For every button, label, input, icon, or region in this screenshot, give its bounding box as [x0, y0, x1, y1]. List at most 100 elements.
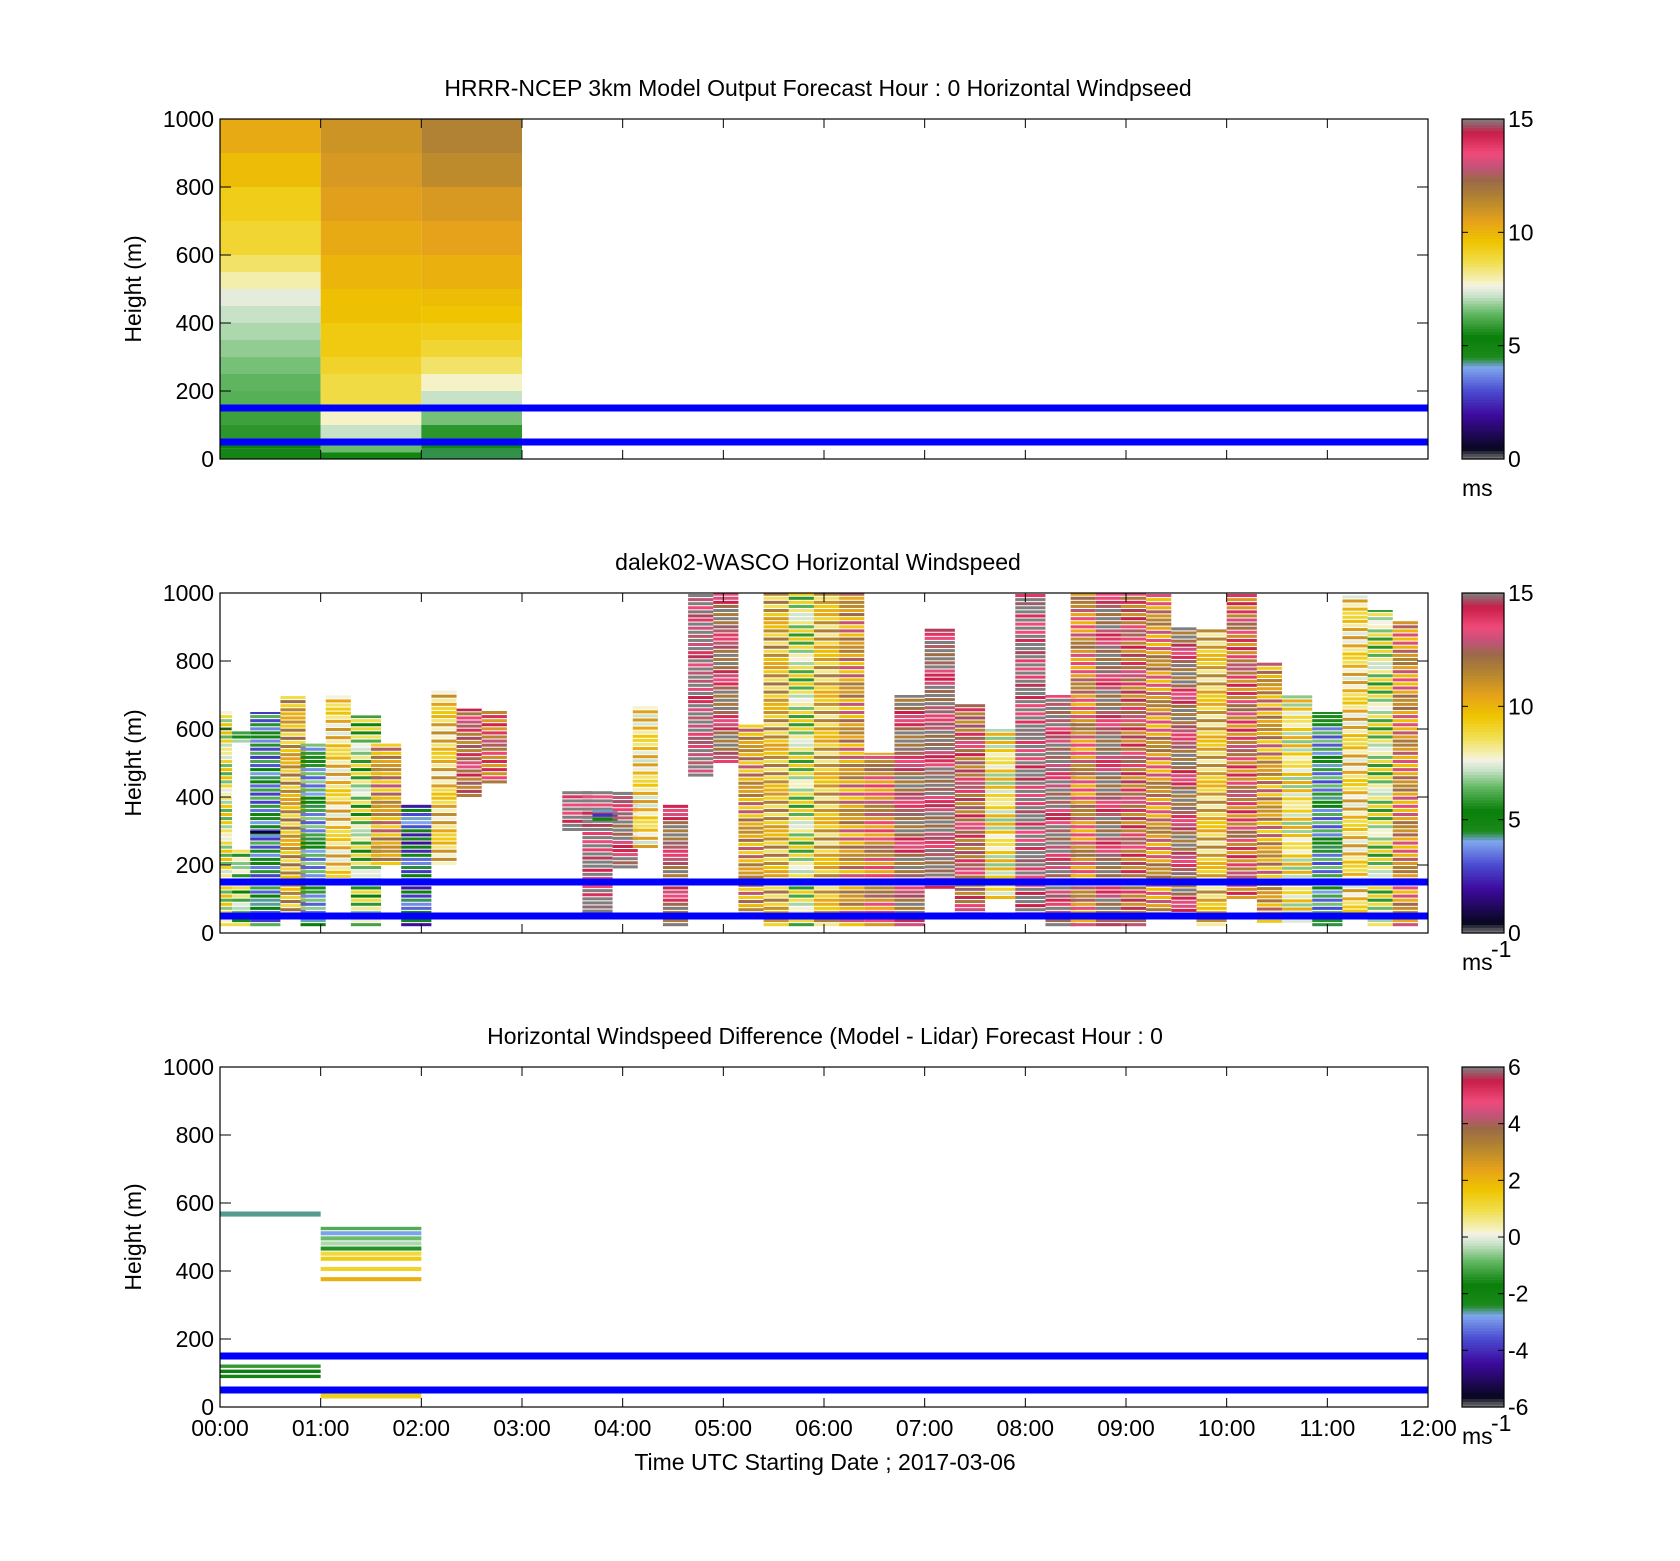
heatmap-cell	[688, 647, 714, 651]
heatmap-cell	[1256, 683, 1283, 687]
heatmap-cell	[1367, 866, 1393, 870]
heatmap-cell	[1171, 778, 1197, 782]
heatmap-cell	[1146, 642, 1172, 647]
heatmap-cell	[688, 651, 714, 655]
heatmap-cell	[738, 855, 764, 859]
heatmap-cell	[1045, 710, 1076, 715]
heatmap-cell	[250, 780, 281, 784]
heatmap-cell	[1226, 634, 1257, 638]
heatmap-cell	[1226, 732, 1257, 736]
colorbar-swatch	[1462, 1293, 1504, 1298]
heatmap-cell	[1256, 756, 1283, 760]
heatmap-cell	[1226, 818, 1257, 822]
heatmap-cell	[1367, 829, 1393, 833]
heatmap-cell	[220, 710, 233, 715]
heatmap-cell	[1342, 689, 1368, 693]
heatmap-cell	[924, 763, 955, 767]
heatmap-cell	[954, 781, 986, 785]
heatmap-cell	[954, 834, 986, 838]
colorbar-swatch	[1462, 1123, 1504, 1128]
heatmap-cell	[1120, 637, 1147, 641]
heatmap-cell	[1045, 776, 1076, 780]
heatmap-cell	[713, 735, 739, 739]
heatmap-cell	[1070, 641, 1096, 645]
heatmap-cell	[431, 768, 457, 772]
heatmap-cell	[864, 886, 895, 890]
heatmap-cell	[1095, 796, 1121, 800]
heatmap-cell	[985, 867, 1016, 871]
heatmap-cell	[1226, 618, 1257, 622]
heatmap-cell	[894, 849, 925, 853]
colorbar-swatch	[1462, 416, 1504, 420]
heatmap-cell	[1171, 802, 1197, 806]
heatmap-cell	[1015, 602, 1046, 606]
colorbar-swatch	[1462, 1160, 1504, 1164]
heatmap-cell	[1226, 708, 1257, 712]
heatmap-cell	[1342, 787, 1368, 791]
heatmap-cell	[1392, 690, 1418, 694]
heatmap-cell	[1146, 814, 1172, 818]
heatmap-cell	[1367, 662, 1393, 666]
heatmap-cell	[220, 825, 233, 829]
heatmap-cell	[1120, 825, 1147, 829]
heatmap-cell	[1070, 919, 1096, 923]
heatmap-cell	[1196, 906, 1227, 910]
colorbar-swatch	[1462, 884, 1504, 889]
heatmap-cell	[320, 153, 422, 187]
heatmap-cell	[1120, 764, 1147, 768]
heatmap-cell	[1342, 770, 1368, 774]
heatmap-cell	[738, 818, 764, 822]
heatmap-cell	[1171, 876, 1197, 880]
colorbar-swatch	[1462, 252, 1504, 256]
heatmap-cell	[1282, 903, 1313, 907]
heatmap-cell	[1045, 800, 1076, 804]
heatmap-cell	[662, 870, 689, 874]
heatmap-cell	[1226, 724, 1257, 728]
heatmap-cell	[1171, 696, 1197, 700]
heatmap-cell	[763, 723, 789, 727]
heatmap-cell	[1342, 595, 1368, 599]
heatmap-cell	[1226, 720, 1257, 724]
heatmap-cell	[839, 796, 865, 800]
colorbar-swatch	[1462, 272, 1504, 276]
heatmap-cell	[431, 812, 457, 817]
heatmap-cell	[894, 695, 925, 698]
heatmap-cell	[1120, 751, 1147, 755]
heatmap-cell	[431, 808, 457, 812]
heatmap-cell	[421, 255, 522, 289]
heatmap-cell	[1171, 847, 1197, 851]
heatmap-cell	[300, 890, 326, 894]
colorbar-swatch	[1462, 867, 1504, 872]
heatmap-cell	[280, 863, 306, 867]
heatmap-cell	[738, 736, 764, 740]
colorbar-swatch	[1462, 1140, 1504, 1145]
heatmap-cell	[220, 755, 233, 759]
heatmap-cell	[985, 871, 1016, 875]
colorbar-swatch	[1462, 1347, 1504, 1351]
heatmap-cell	[1282, 805, 1313, 809]
heatmap-cell	[1282, 817, 1313, 821]
heatmap-cell	[1070, 800, 1096, 804]
y-tick-label: 800	[176, 1122, 214, 1148]
heatmap-cell	[839, 596, 865, 600]
heatmap-cell	[632, 791, 658, 795]
heatmap-cell	[1171, 859, 1197, 863]
colorbar-swatch	[1462, 833, 1504, 838]
heatmap-cell	[1015, 904, 1046, 908]
heatmap-cell	[250, 792, 281, 796]
colorbar-swatch	[1462, 226, 1504, 231]
heatmap-cell	[924, 873, 955, 877]
heatmap-cell	[763, 596, 789, 600]
heatmap-cell	[1342, 607, 1368, 611]
heatmap-cell	[1171, 900, 1197, 904]
heatmap-cell	[1095, 629, 1121, 633]
colorbar-swatch	[1462, 856, 1504, 860]
y-tick-label: 0	[201, 446, 214, 472]
heatmap-cell	[1392, 919, 1418, 923]
heatmap-cell	[280, 851, 306, 855]
colorbar-swatch	[1462, 382, 1504, 386]
heatmap-cell	[763, 784, 789, 788]
heatmap-cell	[1196, 776, 1227, 780]
heatmap-cell	[1196, 837, 1227, 841]
heatmap-cell	[894, 870, 925, 874]
